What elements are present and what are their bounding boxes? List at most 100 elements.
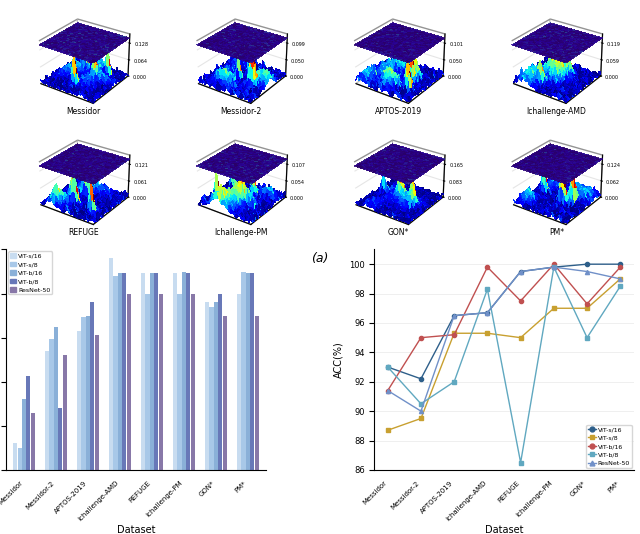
ResNet-50 (384, 387, 392, 394)
Bar (113, 276, 118, 534)
X-axis label: Messidor: Messidor (0, 533, 1, 534)
Bar (173, 273, 177, 534)
ViT-b/8 (550, 264, 557, 270)
Bar (154, 273, 159, 534)
ViT-b/8 (417, 400, 425, 407)
Text: REFUGE: REFUGE (68, 229, 99, 238)
Bar (122, 273, 127, 534)
Bar (127, 294, 131, 534)
ViT-s/8 (484, 330, 492, 336)
Bar (182, 272, 186, 534)
Bar (246, 273, 250, 534)
ResNet-50 (550, 264, 557, 270)
Line: ResNet-50: ResNet-50 (386, 265, 622, 413)
Bar (90, 302, 95, 534)
ViT-s/16 (583, 261, 591, 268)
Text: Messidor: Messidor (67, 107, 100, 116)
Bar (22, 399, 26, 534)
Bar (86, 316, 90, 534)
Bar (186, 273, 191, 534)
ViT-b/8 (484, 286, 492, 293)
ViT-b/8 (583, 334, 591, 341)
Bar (26, 375, 31, 534)
Text: Messidor-2: Messidor-2 (221, 107, 262, 116)
Legend: ViT-s/16, ViT-s/8, ViT-b/16, ViT-b/8, ResNet-50: ViT-s/16, ViT-s/8, ViT-b/16, ViT-b/8, Re… (8, 252, 52, 294)
ViT-s/16 (384, 364, 392, 370)
Legend: ViT-s/16, ViT-s/8, ViT-b/16, ViT-b/8, ResNet-50: ViT-s/16, ViT-s/8, ViT-b/16, ViT-b/8, Re… (586, 425, 632, 468)
ResNet-50 (516, 268, 524, 274)
X-axis label: APTOS-2019: APTOS-2019 (0, 533, 1, 534)
ViT-b/8 (616, 283, 624, 289)
ViT-b/8 (451, 379, 458, 385)
Bar (45, 351, 49, 534)
Line: ViT-s/16: ViT-s/16 (386, 262, 622, 381)
Bar (241, 271, 246, 534)
ViT-b/16 (616, 264, 624, 270)
Bar (63, 355, 67, 534)
ViT-b/16 (550, 261, 557, 268)
ViT-b/16 (484, 264, 492, 270)
ViT-s/16 (516, 268, 524, 274)
ResNet-50 (451, 312, 458, 319)
Bar (31, 413, 35, 534)
Bar (77, 332, 81, 534)
ViT-b/16 (417, 334, 425, 341)
ViT-s/16 (484, 310, 492, 316)
ResNet-50 (583, 268, 591, 274)
Text: GON*: GON* (388, 229, 410, 238)
ViT-s/8 (550, 305, 557, 311)
ViT-b/16 (583, 301, 591, 307)
Bar (177, 294, 182, 534)
ViT-b/8 (384, 364, 392, 370)
X-axis label: Dataset: Dataset (484, 525, 524, 534)
Line: ViT-s/8: ViT-s/8 (386, 277, 622, 433)
Bar (141, 273, 145, 534)
Bar (81, 317, 86, 534)
ViT-s/16 (451, 312, 458, 319)
ViT-s/16 (417, 375, 425, 382)
Text: APTOS-2019: APTOS-2019 (375, 107, 422, 116)
ViT-b/16 (384, 387, 392, 394)
ViT-s/16 (616, 261, 624, 268)
ViT-s/8 (451, 330, 458, 336)
ResNet-50 (616, 276, 624, 282)
Bar (209, 307, 214, 534)
X-axis label: Dataset: Dataset (116, 525, 156, 534)
Bar (250, 273, 255, 534)
Text: Ichallenge-PM: Ichallenge-PM (214, 229, 268, 238)
Bar (214, 302, 218, 534)
Bar (255, 316, 259, 534)
Bar (95, 335, 99, 534)
Y-axis label: ACC(%): ACC(%) (333, 341, 344, 378)
Bar (218, 294, 223, 534)
ViT-s/8 (516, 334, 524, 341)
ViT-b/16 (516, 298, 524, 304)
ViT-b/8 (516, 459, 524, 466)
Bar (159, 294, 163, 534)
Bar (49, 340, 54, 534)
X-axis label: Ichallenge-AMD: Ichallenge-AMD (0, 533, 1, 534)
Text: Ichallenge-AMD: Ichallenge-AMD (527, 107, 586, 116)
Line: ViT-b/16: ViT-b/16 (386, 262, 622, 392)
Bar (54, 327, 58, 534)
ViT-s/8 (417, 415, 425, 422)
Bar (150, 273, 154, 534)
Bar (109, 258, 113, 534)
Bar (237, 294, 241, 534)
Bar (223, 316, 227, 534)
ViT-s/8 (616, 276, 624, 282)
X-axis label: Messidor-2: Messidor-2 (0, 533, 1, 534)
ViT-s/16 (550, 264, 557, 270)
ViT-b/16 (451, 332, 458, 338)
Bar (145, 294, 150, 534)
ViT-s/8 (583, 305, 591, 311)
Bar (118, 273, 122, 534)
ViT-s/8 (384, 427, 392, 434)
Bar (191, 294, 195, 534)
Text: (a): (a) (311, 253, 329, 265)
Bar (13, 443, 17, 534)
Line: ViT-b/8: ViT-b/8 (386, 265, 622, 465)
Bar (205, 302, 209, 534)
ResNet-50 (484, 310, 492, 316)
Text: PM*: PM* (548, 229, 564, 238)
